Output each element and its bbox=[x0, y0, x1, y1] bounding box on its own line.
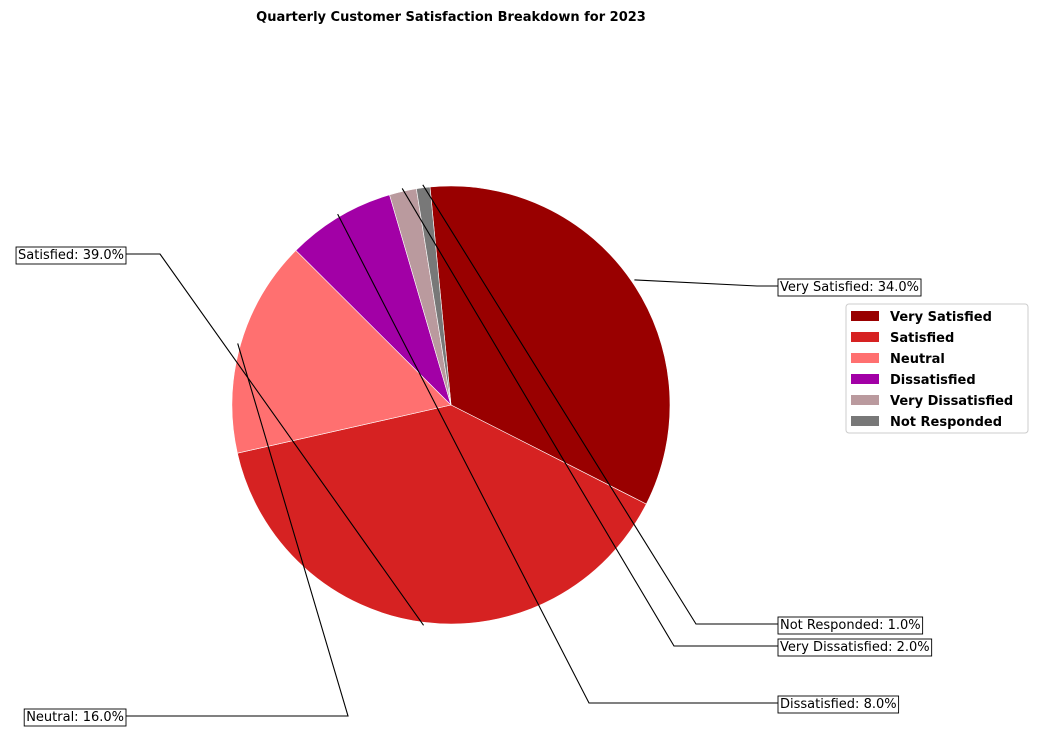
slice-callouts: Very Satisfied: 34.0% Satisfied: 39.0% Neu… bbox=[15, 184, 933, 727]
legend-frame bbox=[845, 303, 1029, 434]
data-label-box-neutral bbox=[23, 708, 127, 727]
legend-swatch-not-responded bbox=[851, 416, 879, 426]
callout-line-very-dissatisfied bbox=[401, 188, 778, 647]
legend-label-neutral: Neutral bbox=[890, 352, 945, 367]
data-label-neutral: Neutral: 16.0% bbox=[26, 710, 124, 725]
legend-label-very-dissatisfied: Very Dissatisfied bbox=[890, 394, 1013, 409]
legend-swatch-very-dissatisfied bbox=[851, 395, 879, 405]
legend: Very Satisfied Satisfied Neutral Dissatisfi… bbox=[845, 303, 1029, 434]
legend-swatch-very-satisfied bbox=[851, 311, 879, 321]
data-label-box-not-responded bbox=[777, 616, 924, 635]
legend-label-not-responded: Not Responded bbox=[890, 415, 1002, 430]
pie-slice-neutral bbox=[231, 249, 452, 454]
data-label-box-dissatisfied bbox=[777, 695, 900, 714]
callout-line-neutral bbox=[126, 343, 349, 717]
data-label-box-satisfied bbox=[15, 246, 127, 265]
callout-line-not-responded bbox=[422, 184, 778, 625]
chart-title: Quarterly Customer Satisfaction Breakdow… bbox=[256, 10, 646, 25]
data-label-box-very-satisfied bbox=[777, 278, 922, 297]
data-label-not-responded: Not Responded: 1.0% bbox=[780, 618, 921, 633]
callout-line-satisfied bbox=[126, 253, 425, 626]
callout-line-dissatisfied bbox=[337, 213, 778, 704]
data-label-box-very-dissatisfied bbox=[777, 638, 933, 657]
data-label-dissatisfied: Dissatisfied: 8.0% bbox=[780, 697, 897, 712]
data-label-very-satisfied: Very Satisfied: 34.0% bbox=[780, 280, 919, 295]
legend-swatch-neutral bbox=[851, 353, 879, 363]
callout-line-very-satisfied bbox=[634, 279, 778, 287]
legend-label-satisfied: Satisfied bbox=[890, 331, 954, 346]
pie-slices bbox=[231, 185, 671, 625]
data-label-satisfied: Satisfied: 39.0% bbox=[18, 248, 124, 263]
pie-slice-not-responded bbox=[416, 186, 452, 406]
legend-swatch-dissatisfied bbox=[851, 374, 879, 384]
pie-slice-satisfied bbox=[236, 404, 647, 625]
data-label-very-dissatisfied: Very Dissatisfied: 2.0% bbox=[780, 640, 930, 655]
legend-label-dissatisfied: Dissatisfied bbox=[890, 373, 976, 388]
legend-label-very-satisfied: Very Satisfied bbox=[890, 310, 992, 325]
legend-swatch-satisfied bbox=[851, 332, 879, 342]
